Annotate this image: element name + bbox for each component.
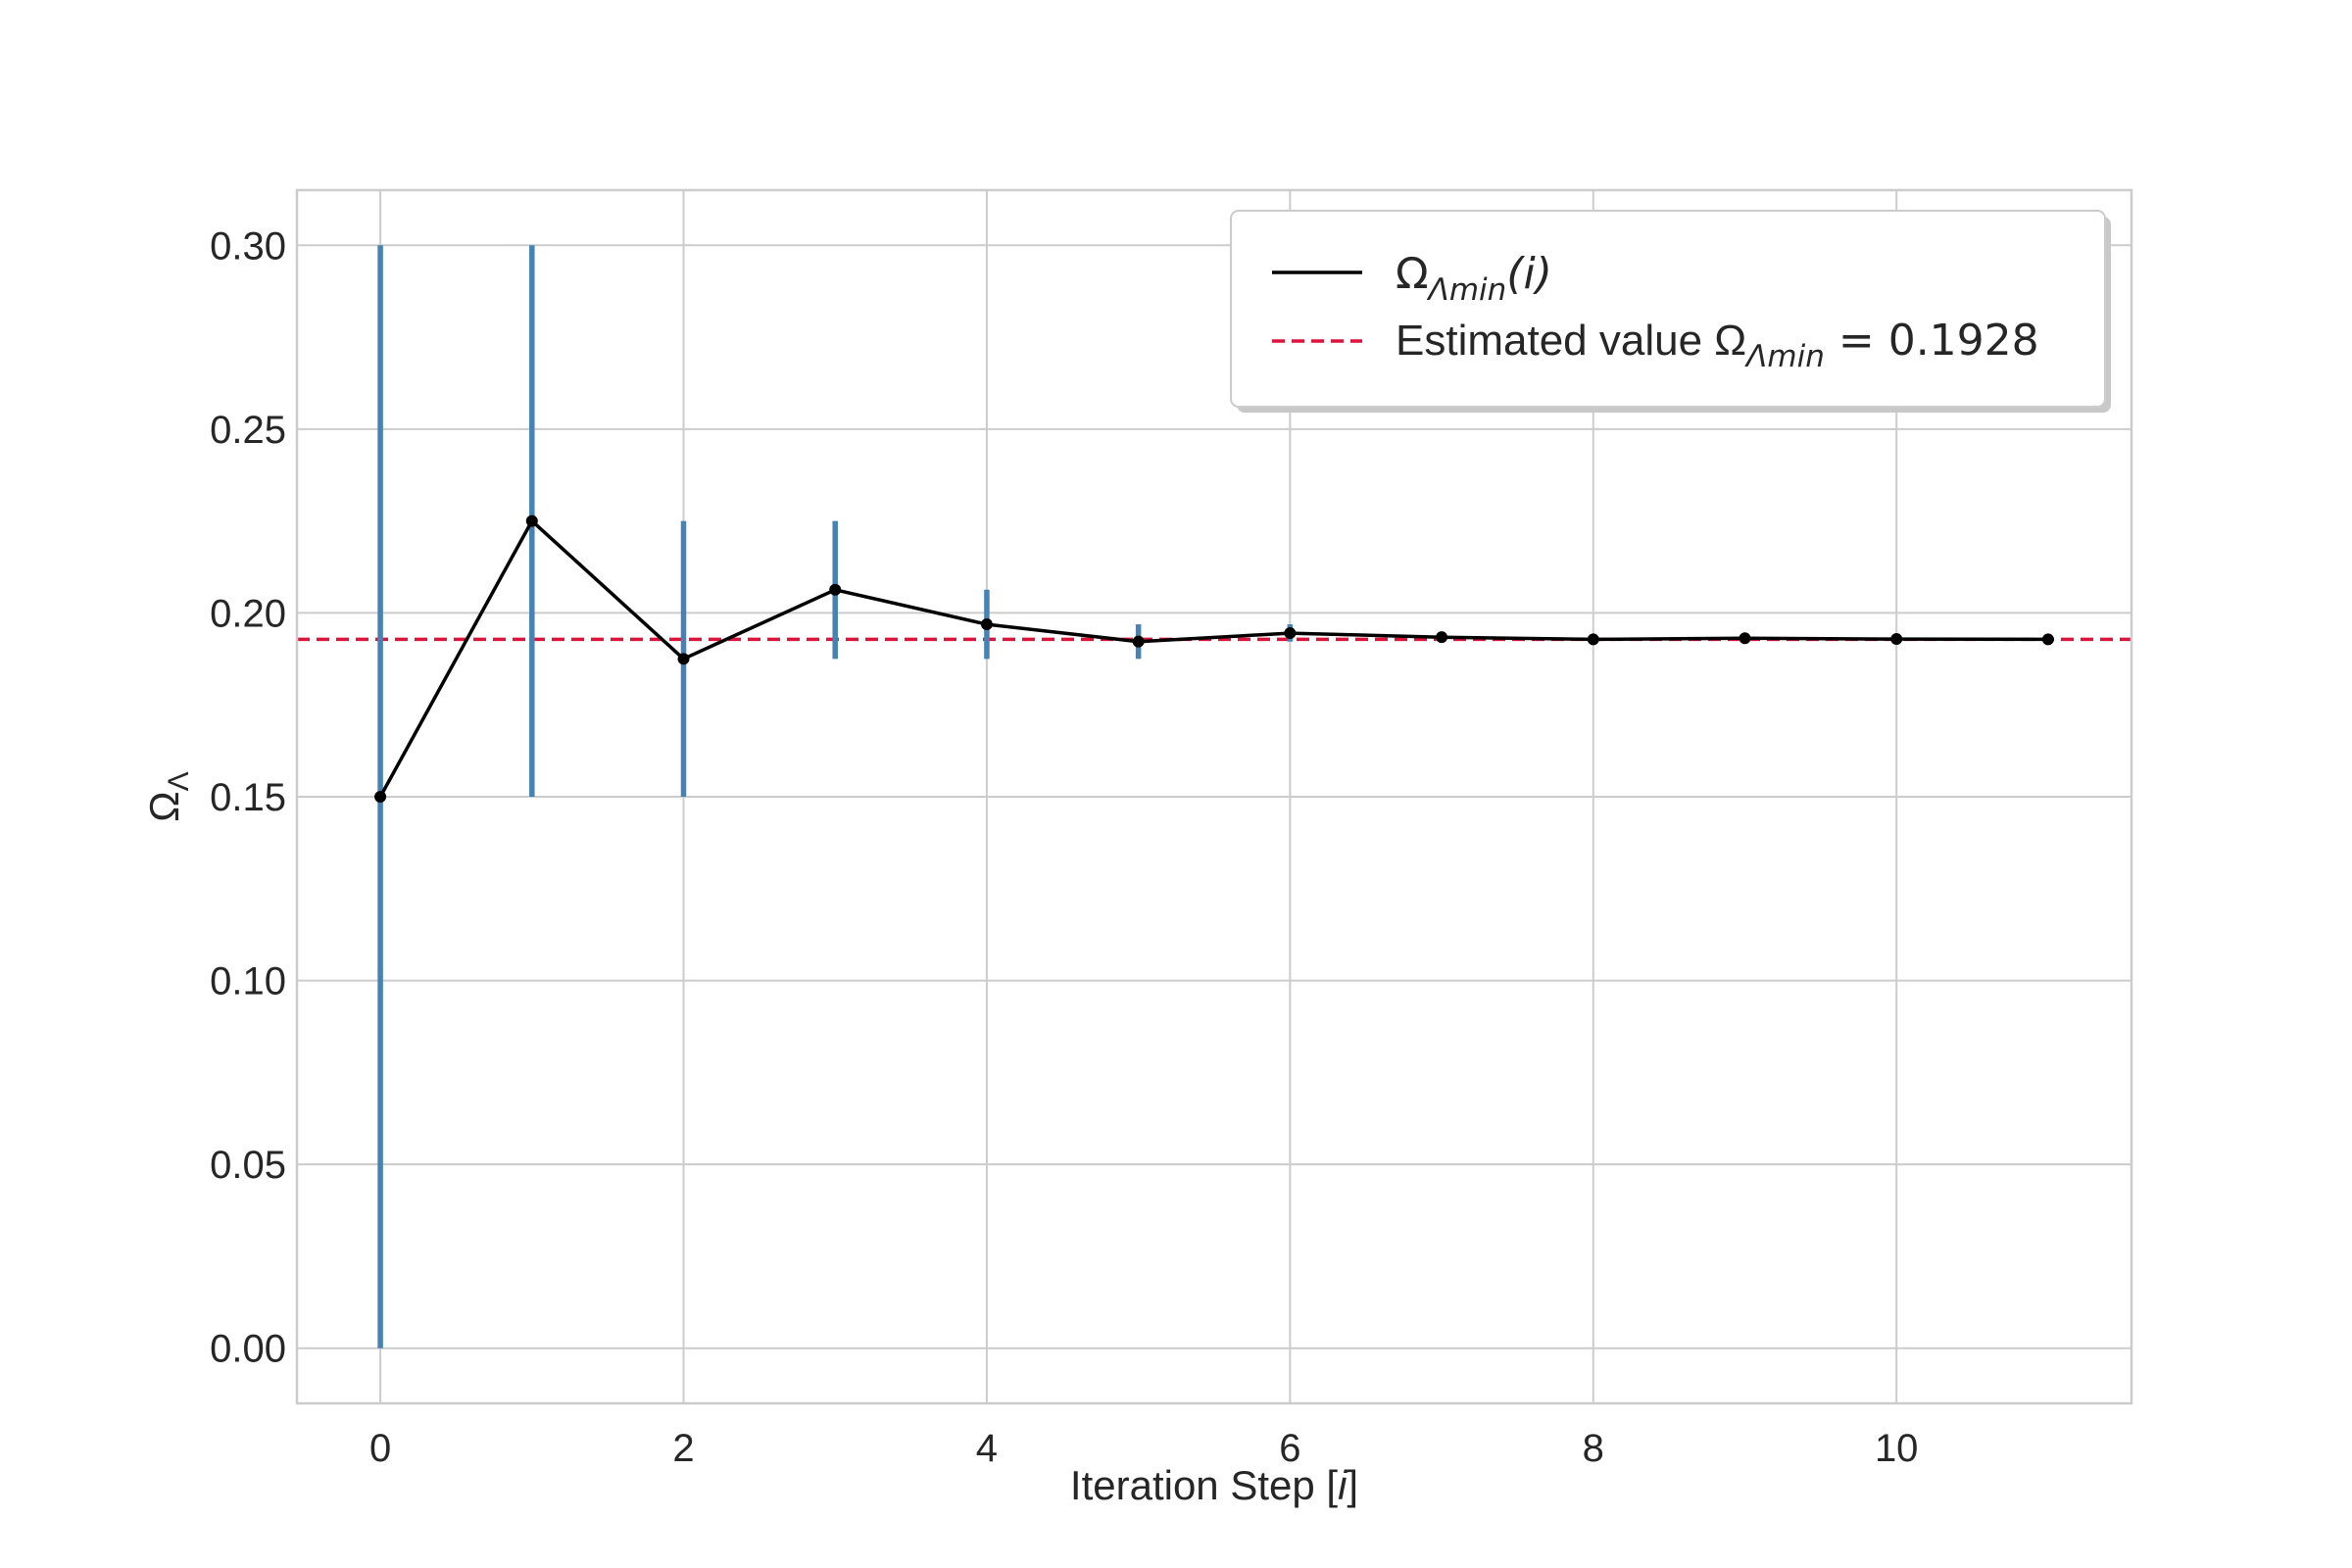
x-tick-label: 4	[976, 1427, 998, 1470]
x-tick-label: 0	[369, 1427, 391, 1470]
data-point	[2041, 633, 2054, 646]
data-point	[374, 791, 387, 803]
x-tick-label: 6	[1279, 1427, 1300, 1470]
y-tick-label: 0.30	[210, 224, 286, 268]
y-tick-label: 0.05	[210, 1144, 286, 1187]
plot-frame	[295, 188, 2133, 1405]
x-tick-label: 8	[1583, 1427, 1604, 1470]
series-polyline	[378, 518, 2048, 798]
data-point	[1739, 632, 1751, 645]
legend-series-label: ΩΛmin(i)	[1396, 249, 1552, 308]
series-points	[374, 514, 2054, 803]
data-point	[829, 583, 842, 596]
legend: ΩΛmin(i) Estimated value ΩΛmin = 0.1928	[1230, 210, 2111, 413]
y-axis-label: ΩΛ	[141, 771, 195, 821]
y-tick-label: 0.15	[210, 776, 286, 819]
data-point	[980, 618, 993, 631]
data-point	[1132, 635, 1145, 648]
y-tick-label: 0.25	[210, 409, 286, 452]
legend-box	[1230, 210, 2106, 408]
x-tick-labels: 0 2 4 6 8 10	[369, 1427, 1918, 1470]
legend-reference-label: Estimated value ΩΛmin = 0.1928	[1396, 316, 2039, 374]
data-point	[525, 514, 538, 527]
y-tick-label: 0.00	[210, 1328, 286, 1371]
data-point	[677, 653, 690, 665]
x-tick-label: 10	[1875, 1427, 1919, 1470]
y-tick-label: 0.10	[210, 960, 286, 1004]
y-tick-label: 0.20	[210, 592, 286, 635]
y-tick-labels: 0.00 0.05 0.10 0.15 0.20 0.25 0.30	[210, 224, 286, 1370]
data-point	[1587, 633, 1599, 646]
x-axis-label: Iteration Step [i]	[1070, 1462, 1358, 1508]
data-point	[1890, 633, 1903, 646]
data-point	[1284, 627, 1297, 640]
series-line	[378, 518, 2048, 798]
x-tick-label: 2	[672, 1427, 694, 1470]
data-point	[1436, 631, 1448, 644]
